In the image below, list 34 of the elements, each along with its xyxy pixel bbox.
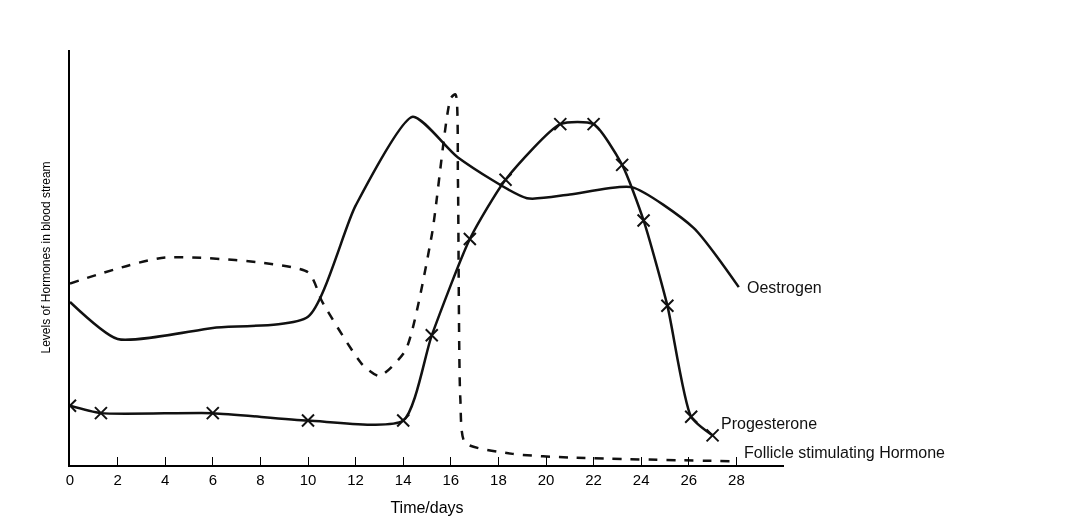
point — [705, 428, 720, 443]
x-tick-label: 12 — [347, 471, 364, 488]
point — [396, 413, 411, 428]
point — [301, 413, 315, 428]
point — [462, 231, 477, 246]
point — [93, 406, 108, 421]
x-tick-label: 18 — [490, 471, 507, 488]
y-axis-title: Levels of Hormones in blood stream — [38, 161, 53, 354]
x-tick-label: 8 — [256, 471, 265, 488]
x-tick-label: 6 — [208, 471, 217, 488]
point — [684, 409, 699, 424]
point — [553, 117, 568, 132]
series-label: Follicle stimulating Hormone — [744, 444, 946, 461]
x-tick-label: 26 — [680, 471, 698, 488]
x-tick-label: 0 — [65, 471, 75, 488]
series-label: Oestrogen — [747, 279, 822, 296]
x-tick-label: 14 — [394, 471, 412, 488]
x-axis-title: Time/days — [390, 499, 464, 517]
point — [586, 117, 601, 132]
x-tick-label: 16 — [442, 471, 460, 488]
point — [660, 298, 675, 313]
point — [636, 213, 651, 228]
x-tick-label: 4 — [161, 471, 170, 488]
x-tick-label: 28 — [728, 471, 745, 488]
x-tick-label: 20 — [537, 471, 555, 488]
x-tick-label: 2 — [113, 471, 122, 488]
series-label: Progesterone — [721, 415, 818, 432]
point — [424, 328, 439, 343]
point — [615, 157, 630, 172]
x-tick-label: 10 — [299, 471, 317, 488]
point — [205, 406, 220, 421]
x-tick-label: 24 — [632, 471, 650, 488]
x-tick-label: 22 — [585, 471, 602, 488]
point — [498, 172, 513, 187]
